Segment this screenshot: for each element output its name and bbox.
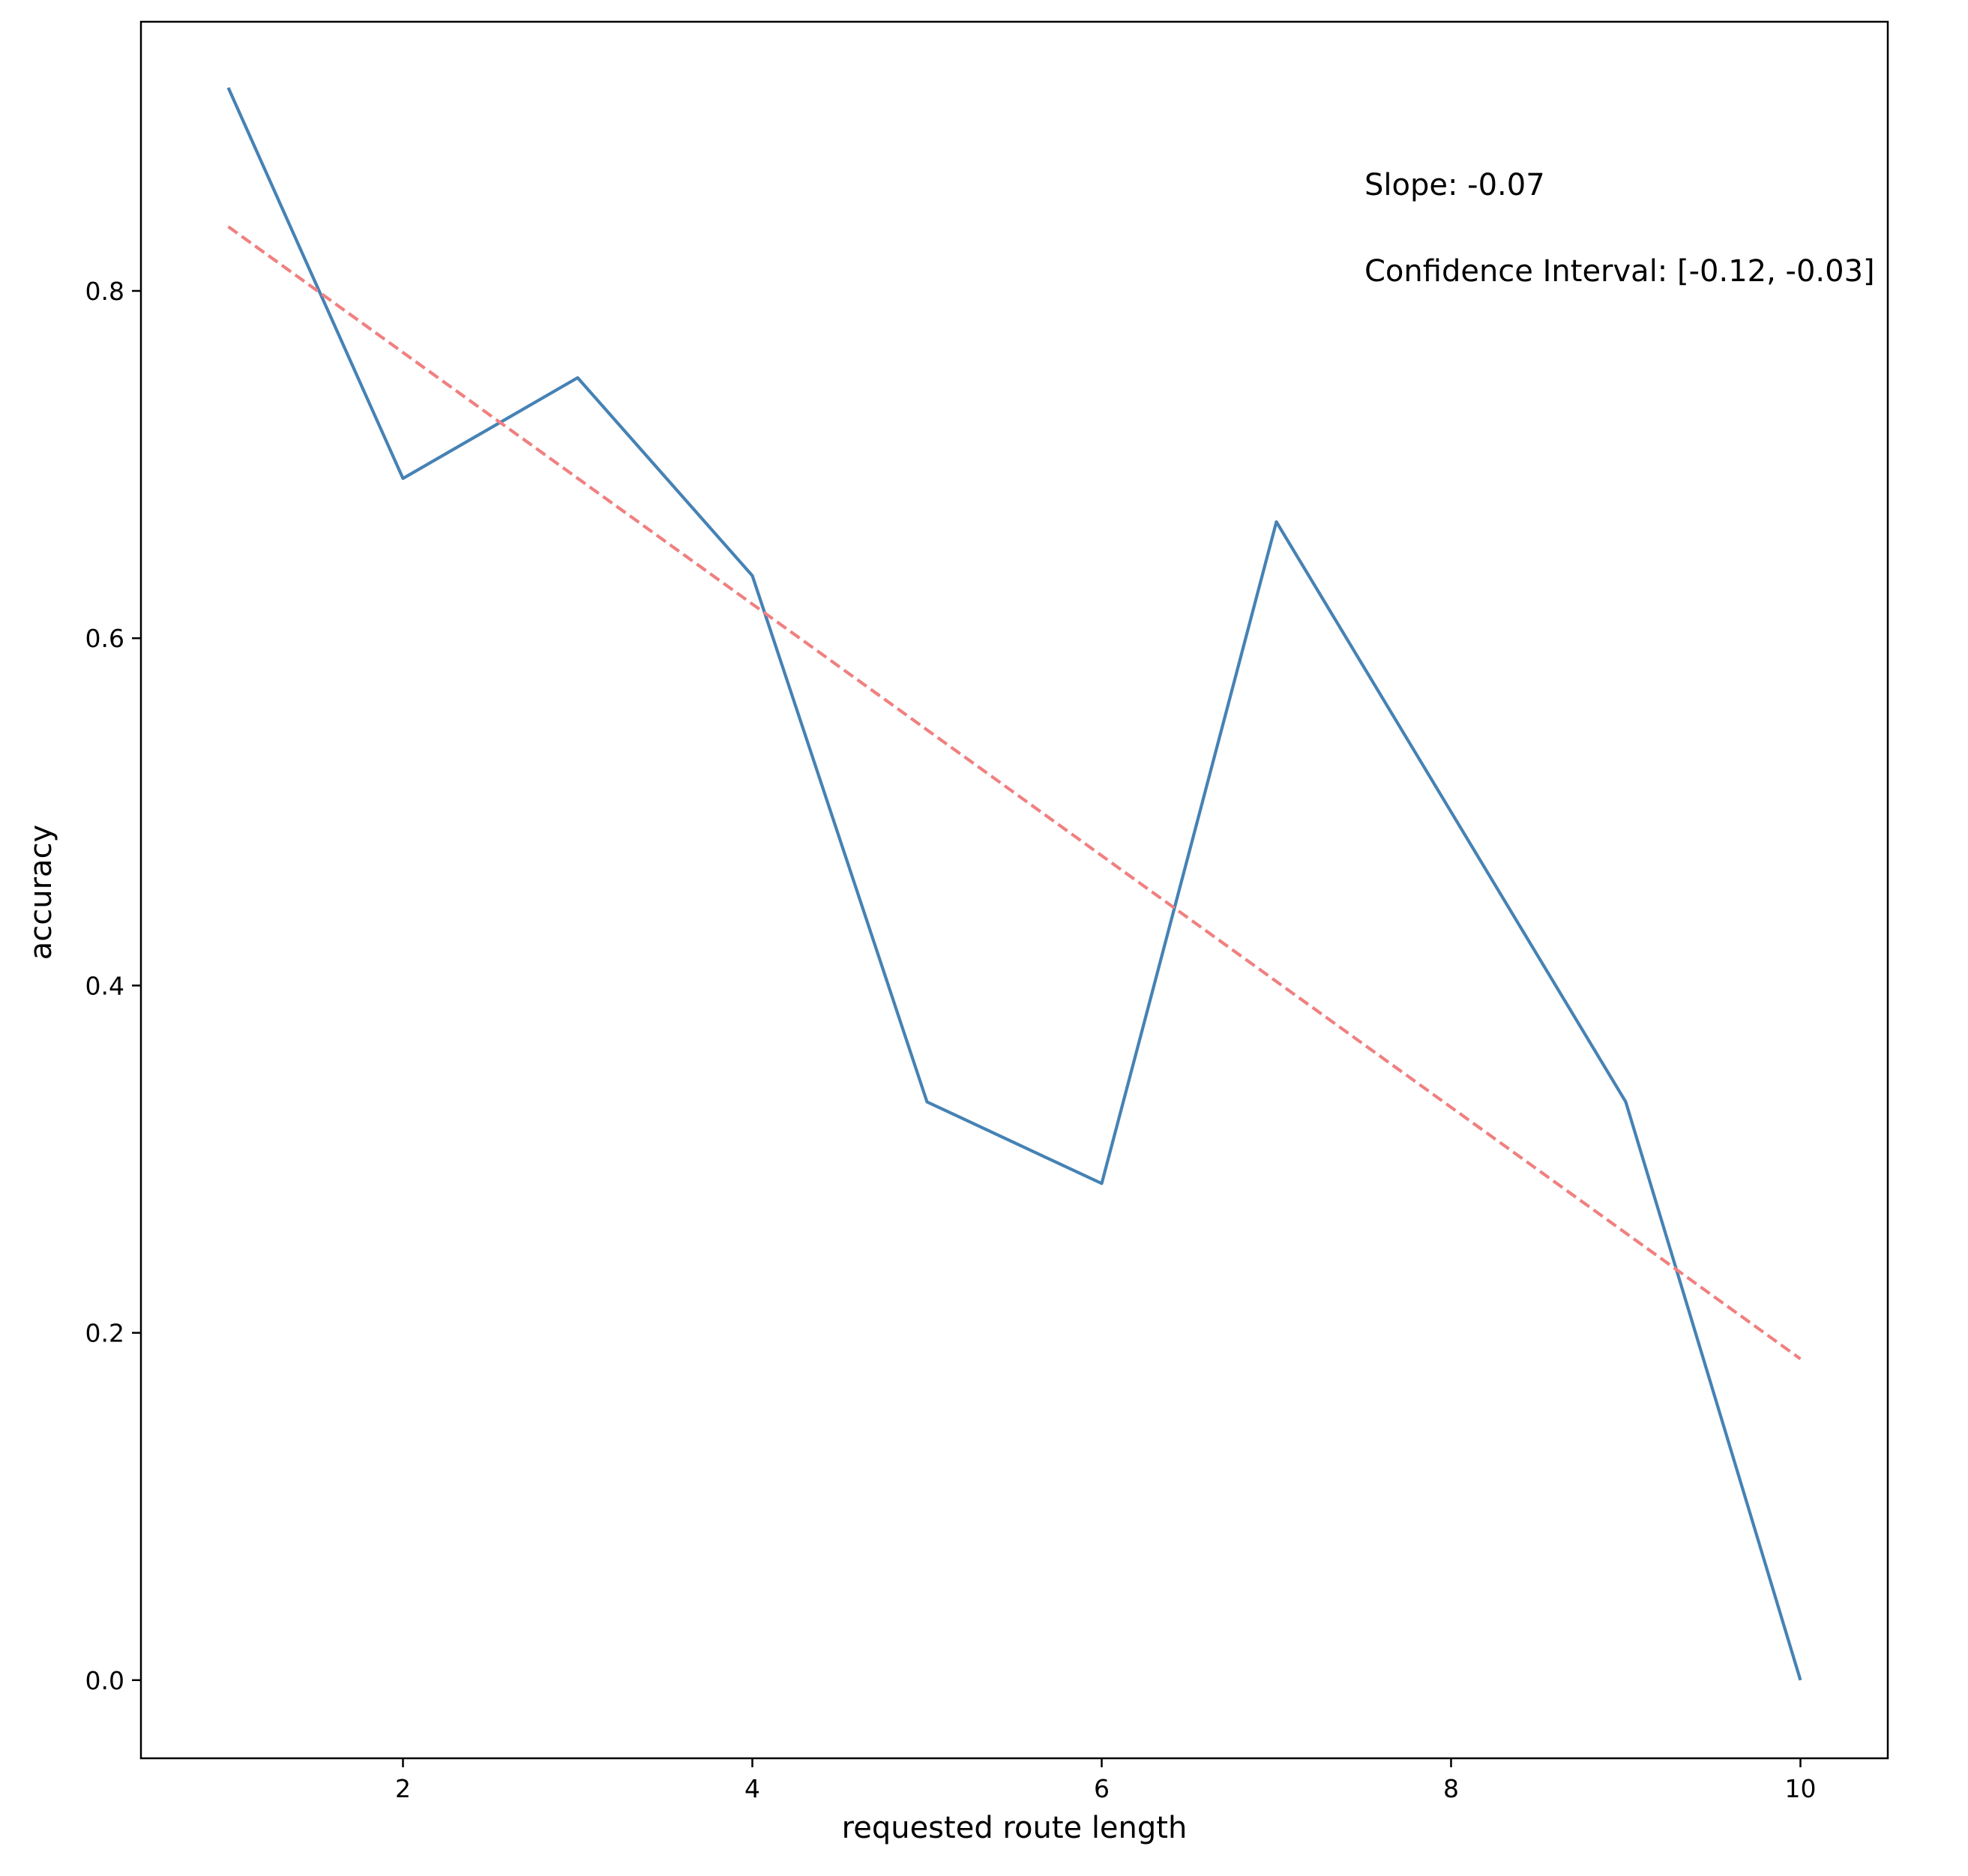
plot-frame <box>139 20 1889 1760</box>
x-tick-label-4: 10 <box>1785 1774 1817 1803</box>
x-tick-label-1: 4 <box>744 1774 760 1803</box>
trend-line <box>227 225 1802 1361</box>
accuracy-line <box>226 87 1802 1681</box>
x-tick-label-2: 6 <box>1094 1774 1110 1803</box>
x-tick-label-3: 8 <box>1443 1774 1459 1803</box>
annotation-slope: Slope: -0.07 <box>1364 168 1545 202</box>
y-tick-label-1: 0.2 <box>85 1319 124 1348</box>
y-tick-label-0: 0.0 <box>85 1666 124 1695</box>
y-tick-label-2: 0.4 <box>85 971 124 1000</box>
x-axis-title: requested route length <box>842 1811 1188 1845</box>
y-axis-title: accuracy <box>24 825 58 960</box>
y-tick-label-4: 0.8 <box>85 277 124 306</box>
y-tick-label-3: 0.6 <box>85 624 124 653</box>
x-tick-label-0: 2 <box>395 1774 411 1803</box>
annotation-confidence-interval: Confidence Interval: [-0.12, -0.03] <box>1364 254 1875 289</box>
